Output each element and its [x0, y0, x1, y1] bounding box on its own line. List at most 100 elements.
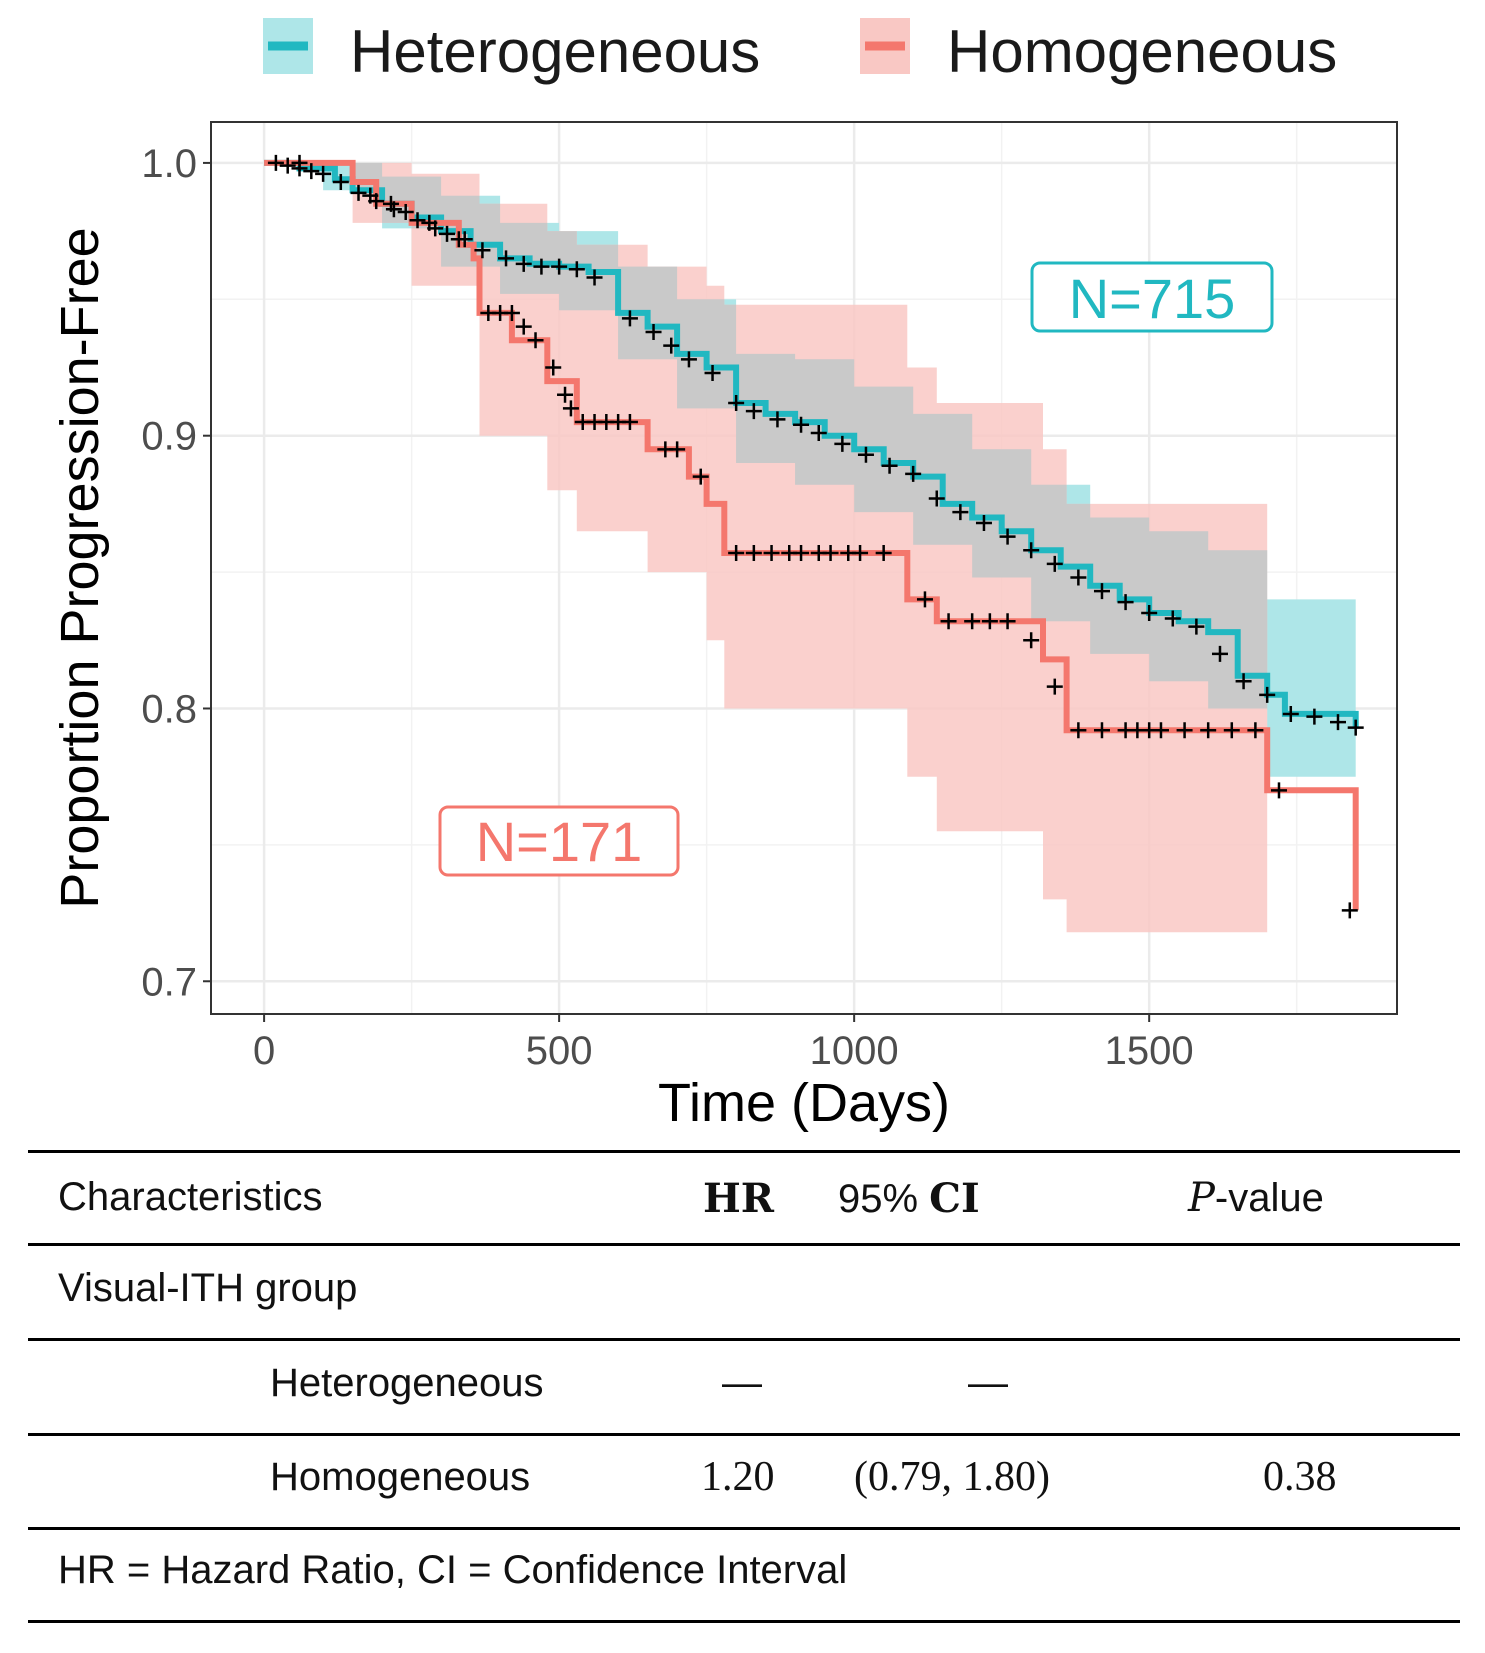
censor-mark-homogeneous [793, 544, 810, 561]
group-label: Visual-ITH group [58, 1266, 358, 1310]
censor-mark-homogeneous [397, 204, 414, 221]
censor-mark-heterogeneous [728, 394, 745, 411]
y-tick-label: 0.9 [141, 415, 197, 459]
censor-mark-heterogeneous [834, 435, 851, 452]
n-label-homogeneous-text: N=171 [476, 810, 643, 873]
censor-mark-heterogeneous [1235, 673, 1252, 690]
censor-mark-heterogeneous [905, 465, 922, 482]
row-label: Homogeneous [270, 1455, 531, 1499]
table-rule-footer [28, 1527, 1460, 1530]
censor-mark-homogeneous [1247, 722, 1264, 739]
censor-mark-heterogeneous [1117, 594, 1134, 611]
y-axis-title: Proportion Progression-Free [50, 227, 110, 908]
censor-mark-homogeneous [621, 414, 638, 431]
censor-mark-heterogeneous [1093, 583, 1110, 600]
censor-mark-heterogeneous [704, 364, 721, 381]
row-ci: (0.79, 1.80) [854, 1454, 1050, 1500]
y-tick-label: 1.0 [141, 142, 197, 186]
censor-mark-heterogeneous [680, 351, 697, 368]
table-rule-top [28, 1150, 1460, 1153]
censor-mark-heterogeneous [1259, 686, 1276, 703]
censor-mark-heterogeneous [745, 403, 762, 420]
censor-mark-heterogeneous [769, 411, 786, 428]
censor-mark-heterogeneous [1188, 618, 1205, 635]
censor-mark-heterogeneous [1282, 705, 1299, 722]
table-rule-bottom [28, 1620, 1460, 1623]
km-chart: Heterogeneous Homogeneous 0.7 0.8 0.9 1.0 0… [50, 18, 1398, 1133]
censor-mark-homogeneous [362, 187, 379, 204]
ci-band-homogeneous [264, 162, 1268, 933]
n-label-heterogeneous-text: N=715 [1069, 267, 1236, 330]
row-ci: — [968, 1361, 1008, 1405]
censor-mark-heterogeneous [621, 310, 638, 327]
censor-mark-heterogeneous [515, 255, 532, 272]
header-p-italic: P [1188, 1175, 1215, 1221]
censor-mark-homogeneous [1093, 722, 1110, 739]
censor-mark-heterogeneous [303, 163, 320, 180]
censor-mark-homogeneous [439, 225, 456, 242]
censor-mark-homogeneous [1070, 722, 1087, 739]
censor-mark-heterogeneous [315, 165, 332, 182]
censor-mark-heterogeneous [586, 269, 603, 286]
censor-mark-heterogeneous [645, 324, 662, 341]
n-label-heterogeneous: N=715 [1030, 261, 1274, 333]
header-ci-bold: CI [929, 1175, 980, 1222]
table-rule-group [28, 1338, 1460, 1341]
censor-mark-homogeneous [940, 613, 957, 630]
censor-mark-homogeneous [1200, 722, 1217, 739]
ci-band-overlap [264, 162, 1268, 791]
censor-mark-heterogeneous [975, 514, 992, 531]
censor-mark-homogeneous [763, 544, 780, 561]
censor-mark-homogeneous [557, 386, 574, 403]
censor-marks [267, 154, 1364, 919]
confidence-bands [264, 162, 1356, 933]
x-tick-label: 500 [526, 1029, 593, 1073]
legend-label-homogeneous: Homogeneous [947, 18, 1337, 85]
censor-mark-heterogeneous [533, 258, 550, 275]
censor-mark-heterogeneous [810, 424, 827, 441]
censor-mark-homogeneous [456, 231, 473, 248]
censor-mark-heterogeneous [1329, 714, 1346, 731]
censor-mark-heterogeneous [793, 416, 810, 433]
legend-label-heterogeneous: Heterogeneous [350, 18, 760, 85]
censor-mark-homogeneous [1223, 722, 1240, 739]
censor-mark-homogeneous [875, 544, 892, 561]
x-axis-ticks: 0 500 1000 1500 [253, 1014, 1194, 1073]
header-characteristics: Characteristics [58, 1175, 323, 1219]
censor-mark-homogeneous [1341, 902, 1358, 919]
censor-mark-homogeneous [692, 468, 709, 485]
censor-mark-homogeneous [999, 613, 1016, 630]
legend: Heterogeneous Homogeneous [263, 18, 1337, 85]
censor-mark-homogeneous [562, 400, 579, 417]
censor-mark-heterogeneous [928, 490, 945, 507]
censor-mark-heterogeneous [498, 250, 515, 267]
x-tick-label: 0 [253, 1029, 275, 1073]
censor-mark-heterogeneous [881, 457, 898, 474]
censor-mark-heterogeneous [1046, 555, 1063, 572]
censor-mark-heterogeneous [1211, 645, 1228, 662]
censor-mark-heterogeneous [663, 337, 680, 354]
censor-mark-heterogeneous [267, 154, 284, 171]
y-axis-ticks: 0.7 0.8 0.9 1.0 [141, 142, 211, 1004]
censor-mark-heterogeneous [474, 242, 491, 259]
n-label-homogeneous: N=171 [438, 805, 680, 877]
row-hr: — [722, 1361, 762, 1405]
row-hr: 1.20 [701, 1454, 775, 1500]
header-hr: HR [703, 1175, 775, 1222]
censor-mark-homogeneous [545, 359, 562, 376]
censor-mark-homogeneous [852, 544, 869, 561]
censor-mark-homogeneous [728, 544, 745, 561]
censor-mark-heterogeneous [1023, 542, 1040, 559]
table-rule-row [28, 1433, 1460, 1436]
censor-mark-homogeneous [822, 544, 839, 561]
table-rule-header [28, 1243, 1460, 1246]
censor-mark-homogeneous [382, 195, 399, 212]
censor-mark-homogeneous [1023, 632, 1040, 649]
censor-mark-heterogeneous [999, 528, 1016, 545]
y-tick-label: 0.8 [141, 687, 197, 731]
censor-mark-homogeneous [503, 304, 520, 321]
censor-mark-homogeneous [515, 318, 532, 335]
censor-mark-heterogeneous [568, 261, 585, 278]
censor-mark-homogeneous [527, 332, 544, 349]
censor-mark-homogeneous [981, 613, 998, 630]
